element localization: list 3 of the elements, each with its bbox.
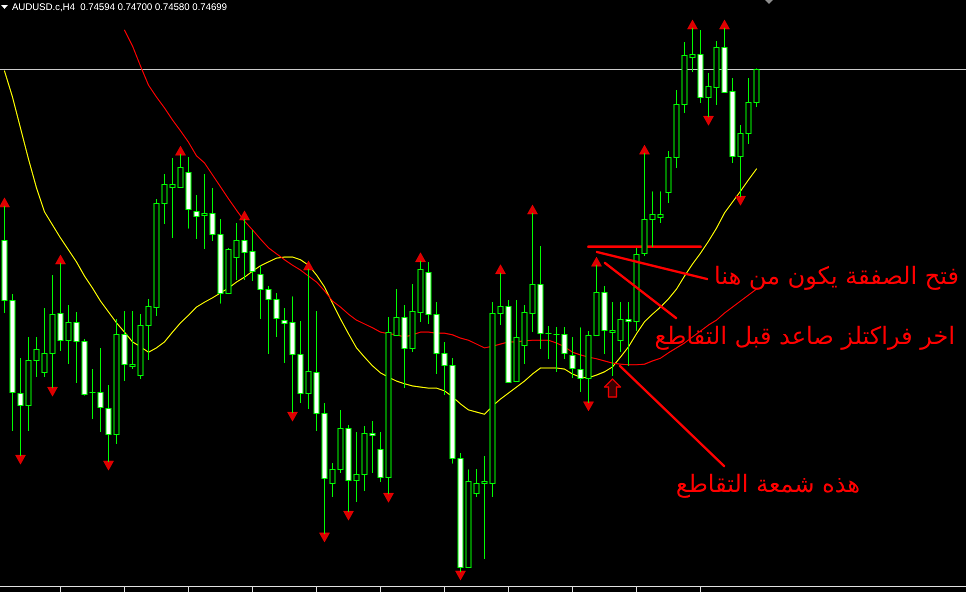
- annotation: هذه شمعة التقاطع: [676, 470, 860, 498]
- title: AUDUSD.c,H4 0.74594 0.74700 0.74580 0.74699: [12, 2, 227, 13]
- annotation: فتح الصفقة يكون من هنا: [714, 262, 959, 290]
